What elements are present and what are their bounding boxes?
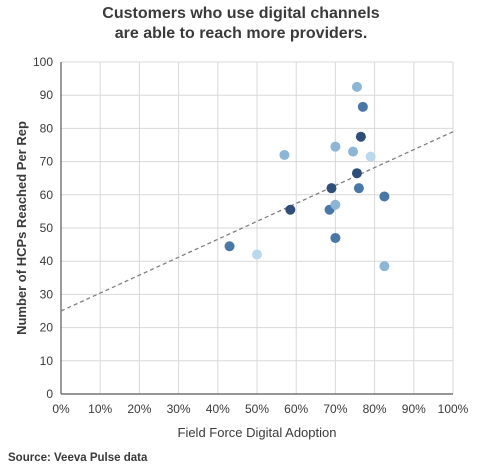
y-tick-label: 50 — [40, 221, 54, 235]
chart-title-line-2: are able to reach more providers. — [114, 25, 368, 42]
chart-title-line-1: Customers who use digital channels — [102, 5, 380, 22]
x-tick-label: 20% — [127, 402, 151, 416]
y-tick-label: 70 — [40, 155, 54, 169]
data-point — [326, 183, 337, 194]
data-point — [330, 141, 341, 152]
y-axis-label: Number of HCPs Reached Per Rep — [14, 121, 29, 335]
y-tick-label: 0 — [46, 387, 53, 401]
x-tick-label: 100% — [438, 402, 469, 416]
y-tick-label: 100 — [33, 55, 53, 69]
y-tick-label: 60 — [40, 188, 54, 202]
data-point — [252, 249, 262, 260]
y-tick-label: 40 — [40, 254, 54, 268]
x-tick-label: 80% — [363, 402, 387, 416]
x-tick-label: 40% — [206, 402, 230, 416]
x-tick-label: 50% — [245, 402, 269, 416]
y-tick-label: 80 — [40, 121, 54, 135]
x-tick-label: 60% — [284, 402, 308, 416]
data-point — [330, 199, 341, 210]
data-point — [330, 232, 341, 243]
tick-labels: 0% 10% 20% 30% 40% 50% 60% 70% 80% 90% 100% 0 10 20 30… — [33, 55, 469, 416]
x-tick-label: 70% — [323, 402, 347, 416]
data-point — [224, 241, 235, 252]
data-points — [224, 81, 390, 272]
trendline — [60, 131, 454, 312]
axes — [60, 62, 453, 395]
data-point — [348, 146, 359, 157]
data-point — [379, 191, 390, 202]
x-tick-label: 0% — [52, 402, 70, 416]
data-point — [357, 101, 368, 112]
y-tick-label: 90 — [40, 88, 54, 102]
y-tick-label: 30 — [40, 287, 54, 301]
trendline-group — [60, 131, 454, 312]
x-tick-label: 30% — [167, 402, 191, 416]
data-point — [279, 149, 290, 160]
y-tick-label: 10 — [40, 354, 54, 368]
x-tick-label: 10% — [88, 402, 112, 416]
x-tick-label: 90% — [402, 402, 426, 416]
source-note: Source: Veeva Pulse data — [8, 452, 148, 464]
data-point — [285, 204, 296, 215]
data-point — [353, 183, 364, 194]
data-point — [351, 168, 362, 179]
x-axis-label: Field Force Digital Adoption — [178, 425, 337, 440]
data-point — [351, 81, 362, 92]
y-tick-label: 20 — [40, 321, 54, 335]
grid-lines — [61, 61, 454, 394]
data-point — [365, 151, 376, 162]
data-point — [355, 131, 366, 142]
data-point — [379, 261, 390, 272]
